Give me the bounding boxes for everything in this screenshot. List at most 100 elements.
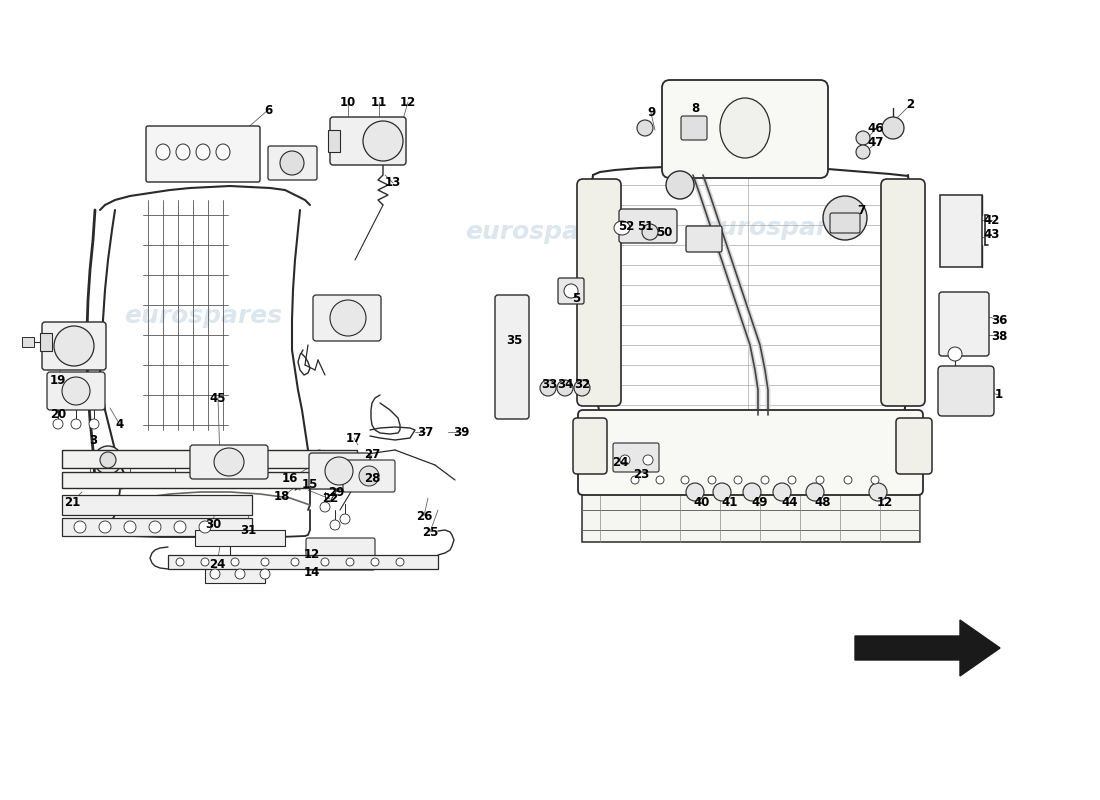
Text: 34: 34 bbox=[557, 378, 573, 391]
FancyBboxPatch shape bbox=[619, 209, 676, 243]
Bar bbox=[205, 565, 265, 583]
Text: 26: 26 bbox=[416, 510, 432, 522]
FancyBboxPatch shape bbox=[830, 213, 860, 233]
Text: 51: 51 bbox=[637, 219, 653, 233]
FancyBboxPatch shape bbox=[613, 443, 659, 472]
FancyBboxPatch shape bbox=[306, 538, 375, 570]
Ellipse shape bbox=[734, 476, 742, 484]
Ellipse shape bbox=[948, 347, 962, 361]
FancyBboxPatch shape bbox=[146, 126, 260, 182]
FancyBboxPatch shape bbox=[42, 322, 106, 370]
Ellipse shape bbox=[806, 483, 824, 501]
Text: 38: 38 bbox=[991, 330, 1008, 342]
Ellipse shape bbox=[53, 419, 63, 429]
Ellipse shape bbox=[620, 455, 630, 465]
Text: 12: 12 bbox=[304, 549, 320, 562]
Text: 32: 32 bbox=[574, 378, 590, 391]
Text: 39: 39 bbox=[453, 426, 470, 438]
Ellipse shape bbox=[54, 326, 94, 366]
Text: 12: 12 bbox=[400, 95, 416, 109]
FancyBboxPatch shape bbox=[896, 418, 932, 474]
Bar bbox=[195, 530, 285, 546]
Ellipse shape bbox=[260, 569, 270, 579]
Text: 5: 5 bbox=[572, 291, 580, 305]
Text: 29: 29 bbox=[328, 486, 344, 498]
Text: 18: 18 bbox=[274, 490, 290, 503]
Bar bbox=[62, 450, 358, 468]
Ellipse shape bbox=[631, 476, 639, 484]
Ellipse shape bbox=[816, 476, 824, 484]
Text: 10: 10 bbox=[340, 95, 356, 109]
Ellipse shape bbox=[564, 284, 578, 298]
Bar bbox=[62, 518, 252, 536]
FancyBboxPatch shape bbox=[662, 80, 828, 178]
Ellipse shape bbox=[124, 521, 136, 533]
Bar bbox=[40, 333, 52, 351]
Ellipse shape bbox=[614, 221, 630, 235]
Bar bbox=[582, 490, 920, 542]
FancyBboxPatch shape bbox=[573, 418, 607, 474]
Text: 12: 12 bbox=[877, 495, 893, 509]
Text: 3: 3 bbox=[89, 434, 97, 446]
Ellipse shape bbox=[557, 380, 573, 396]
Text: 28: 28 bbox=[364, 471, 381, 485]
FancyBboxPatch shape bbox=[681, 116, 707, 140]
Text: 30: 30 bbox=[205, 518, 221, 531]
Text: eurospares: eurospares bbox=[124, 304, 283, 328]
Ellipse shape bbox=[62, 377, 90, 405]
FancyBboxPatch shape bbox=[314, 295, 381, 341]
Ellipse shape bbox=[540, 380, 556, 396]
Ellipse shape bbox=[324, 457, 353, 485]
Text: 6: 6 bbox=[264, 103, 272, 117]
Ellipse shape bbox=[788, 476, 796, 484]
Text: 23: 23 bbox=[632, 469, 649, 482]
Ellipse shape bbox=[396, 558, 404, 566]
Text: 13: 13 bbox=[385, 177, 402, 190]
Text: 45: 45 bbox=[210, 391, 227, 405]
Ellipse shape bbox=[844, 476, 852, 484]
Text: 7: 7 bbox=[857, 203, 865, 217]
Text: 19: 19 bbox=[50, 374, 66, 386]
Bar bbox=[22, 337, 34, 347]
Ellipse shape bbox=[713, 483, 732, 501]
Ellipse shape bbox=[201, 558, 209, 566]
Bar bbox=[168, 555, 438, 569]
FancyBboxPatch shape bbox=[495, 295, 529, 419]
Ellipse shape bbox=[642, 224, 658, 240]
Ellipse shape bbox=[644, 455, 653, 465]
FancyBboxPatch shape bbox=[190, 445, 268, 479]
Text: 14: 14 bbox=[304, 566, 320, 578]
Ellipse shape bbox=[346, 558, 354, 566]
FancyBboxPatch shape bbox=[309, 453, 370, 489]
Ellipse shape bbox=[773, 483, 791, 501]
Ellipse shape bbox=[761, 476, 769, 484]
Text: 8: 8 bbox=[691, 102, 700, 114]
Text: 43: 43 bbox=[983, 229, 1000, 242]
Bar bbox=[940, 195, 982, 267]
Ellipse shape bbox=[871, 476, 879, 484]
Text: 24: 24 bbox=[612, 455, 628, 469]
Ellipse shape bbox=[235, 569, 245, 579]
Ellipse shape bbox=[292, 558, 299, 566]
Bar bbox=[62, 495, 252, 515]
Ellipse shape bbox=[882, 117, 904, 139]
Ellipse shape bbox=[99, 521, 111, 533]
Text: 31: 31 bbox=[240, 523, 256, 537]
Text: 22: 22 bbox=[322, 493, 338, 506]
Ellipse shape bbox=[148, 521, 161, 533]
FancyBboxPatch shape bbox=[939, 292, 989, 356]
Bar bbox=[328, 130, 340, 152]
Ellipse shape bbox=[363, 121, 403, 161]
Ellipse shape bbox=[94, 446, 122, 474]
Ellipse shape bbox=[321, 558, 329, 566]
Ellipse shape bbox=[856, 131, 870, 145]
Ellipse shape bbox=[320, 502, 330, 512]
FancyBboxPatch shape bbox=[686, 226, 722, 252]
Ellipse shape bbox=[656, 476, 664, 484]
Ellipse shape bbox=[199, 521, 211, 533]
Ellipse shape bbox=[340, 514, 350, 524]
FancyBboxPatch shape bbox=[558, 278, 584, 304]
Ellipse shape bbox=[869, 483, 887, 501]
Text: 25: 25 bbox=[421, 526, 438, 538]
Bar bbox=[62, 472, 358, 488]
